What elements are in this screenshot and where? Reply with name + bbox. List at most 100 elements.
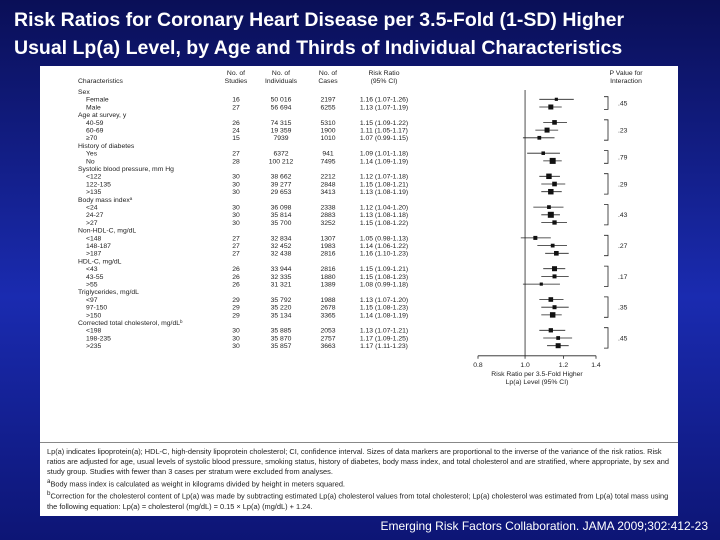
row-risk-ratio: 1.15 (1.08-1.23) bbox=[360, 274, 408, 281]
x-tick-label: 0.8 bbox=[473, 362, 483, 369]
group-label: HDL-C, mg/dL bbox=[78, 258, 122, 265]
row-cases: 2757 bbox=[320, 335, 335, 342]
row-studies: 28 bbox=[232, 158, 240, 165]
row-risk-ratio: 1.16 (1.07-1.26) bbox=[360, 97, 408, 104]
row-individuals: 35 870 bbox=[271, 335, 292, 342]
point-estimate bbox=[556, 336, 561, 340]
row-risk-ratio: 1.15 (1.08-1.23) bbox=[360, 305, 408, 312]
header-cases: No. of bbox=[319, 70, 337, 77]
row-risk-ratio: 1.13 (1.08-1.19) bbox=[360, 189, 408, 196]
point-estimate bbox=[548, 297, 554, 302]
row-studies: 30 bbox=[232, 220, 240, 227]
row-individuals: 7939 bbox=[273, 135, 288, 142]
row-label: >55 bbox=[86, 282, 98, 289]
row-risk-ratio: 1.15 (1.09-1.22) bbox=[360, 120, 408, 127]
point-estimate bbox=[546, 173, 552, 180]
p-value: .27 bbox=[618, 243, 628, 250]
row-label: Male bbox=[86, 104, 101, 111]
row-risk-ratio: 1.08 (0.99-1.18) bbox=[360, 282, 408, 289]
p-value: .43 bbox=[618, 212, 628, 219]
row-cases: 7495 bbox=[320, 158, 335, 165]
row-label: <148 bbox=[86, 235, 102, 242]
interaction-bracket bbox=[604, 119, 609, 141]
header-cases-2: Cases bbox=[318, 78, 338, 85]
row-cases: 2197 bbox=[320, 97, 335, 104]
row-label: >235 bbox=[86, 343, 102, 350]
row-studies: 26 bbox=[232, 274, 240, 281]
row-label: 148-187 bbox=[86, 243, 111, 250]
row-studies: 30 bbox=[232, 174, 240, 181]
row-cases: 1900 bbox=[320, 128, 335, 135]
row-studies: 15 bbox=[232, 135, 240, 142]
row-individuals: 32 834 bbox=[271, 235, 292, 242]
row-label: 97-150 bbox=[86, 305, 107, 312]
row-individuals: 36 098 bbox=[271, 205, 292, 212]
row-label: No bbox=[86, 158, 95, 165]
row-cases: 941 bbox=[322, 151, 334, 158]
row-label: >135 bbox=[86, 189, 102, 196]
row-studies: 30 bbox=[232, 181, 240, 188]
row-cases: 2883 bbox=[320, 212, 335, 219]
footnote-a: aBody mass index is calculated as weight… bbox=[47, 478, 345, 489]
group-label: Triglycerides, mg/dL bbox=[78, 289, 139, 296]
row-label: 122-135 bbox=[86, 181, 111, 188]
row-risk-ratio: 1.13 (1.07-1.20) bbox=[360, 297, 408, 304]
point-estimate bbox=[537, 135, 542, 140]
header-individuals-2: Individuals bbox=[265, 78, 298, 85]
header-risk-ratio-2: (95% CI) bbox=[371, 78, 398, 85]
point-estimate bbox=[554, 97, 558, 101]
point-estimate bbox=[552, 181, 557, 187]
title-line-1: Risk Ratios for Coronary Heart Disease p… bbox=[14, 9, 625, 31]
p-value: .79 bbox=[618, 154, 628, 161]
row-individuals: 32 452 bbox=[271, 243, 292, 250]
row-cases: 1307 bbox=[320, 235, 335, 242]
p-value: .17 bbox=[618, 274, 628, 281]
row-cases: 1010 bbox=[320, 135, 335, 142]
point-estimate bbox=[550, 243, 555, 248]
group-label: Systolic blood pressure, mm Hg bbox=[78, 166, 174, 173]
row-risk-ratio: 1.14 (1.06-1.22) bbox=[360, 243, 408, 250]
row-risk-ratio: 1.09 (1.01-1.18) bbox=[360, 151, 408, 158]
point-estimate bbox=[548, 188, 554, 195]
x-tick-label: 1.0 bbox=[520, 362, 530, 369]
row-cases: 3663 bbox=[320, 343, 335, 350]
row-individuals: 35 857 bbox=[271, 343, 292, 350]
x-tick-label: 1.2 bbox=[559, 362, 569, 369]
row-label: 40-59 bbox=[86, 120, 104, 127]
header-individuals: No. of bbox=[272, 70, 290, 77]
row-individuals: 19 359 bbox=[271, 128, 292, 135]
p-value: .45 bbox=[618, 101, 628, 108]
row-cases: 1389 bbox=[320, 282, 335, 289]
row-cases: 3252 bbox=[320, 220, 335, 227]
row-label: >150 bbox=[86, 312, 102, 319]
row-cases: 2212 bbox=[320, 174, 335, 181]
row-individuals: 35 700 bbox=[271, 220, 292, 227]
row-risk-ratio: 1.17 (1.11-1.23) bbox=[360, 343, 408, 350]
point-estimate bbox=[552, 120, 557, 125]
row-risk-ratio: 1.16 (1.10-1.23) bbox=[360, 251, 408, 258]
row-individuals: 29 653 bbox=[271, 189, 292, 196]
header-p-value-2: Interaction bbox=[610, 78, 642, 85]
forest-plot-figure: Characteristics No. of Studies No. of Indivi… bbox=[40, 66, 678, 516]
header-p-value: P Value for bbox=[610, 70, 644, 77]
row-individuals: 74 315 bbox=[271, 120, 292, 127]
row-cases: 2053 bbox=[320, 328, 335, 335]
row-studies: 29 bbox=[232, 312, 240, 319]
point-estimate bbox=[549, 157, 556, 164]
row-individuals: 35 885 bbox=[271, 328, 292, 335]
point-estimate bbox=[539, 282, 543, 286]
row-risk-ratio: 1.15 (1.08-1.22) bbox=[360, 220, 408, 227]
row-individuals: 6372 bbox=[273, 151, 288, 158]
row-cases: 3365 bbox=[320, 312, 335, 319]
row-studies: 30 bbox=[232, 205, 240, 212]
row-cases: 6255 bbox=[320, 104, 335, 111]
row-studies: 27 bbox=[232, 251, 240, 258]
row-label: <198 bbox=[86, 328, 102, 335]
row-label: 60-69 bbox=[86, 128, 104, 135]
row-studies: 30 bbox=[232, 189, 240, 196]
row-cases: 2816 bbox=[320, 266, 335, 273]
row-studies: 29 bbox=[232, 305, 240, 312]
group-label: History of diabetes bbox=[78, 143, 135, 150]
row-studies: 27 bbox=[232, 104, 240, 111]
